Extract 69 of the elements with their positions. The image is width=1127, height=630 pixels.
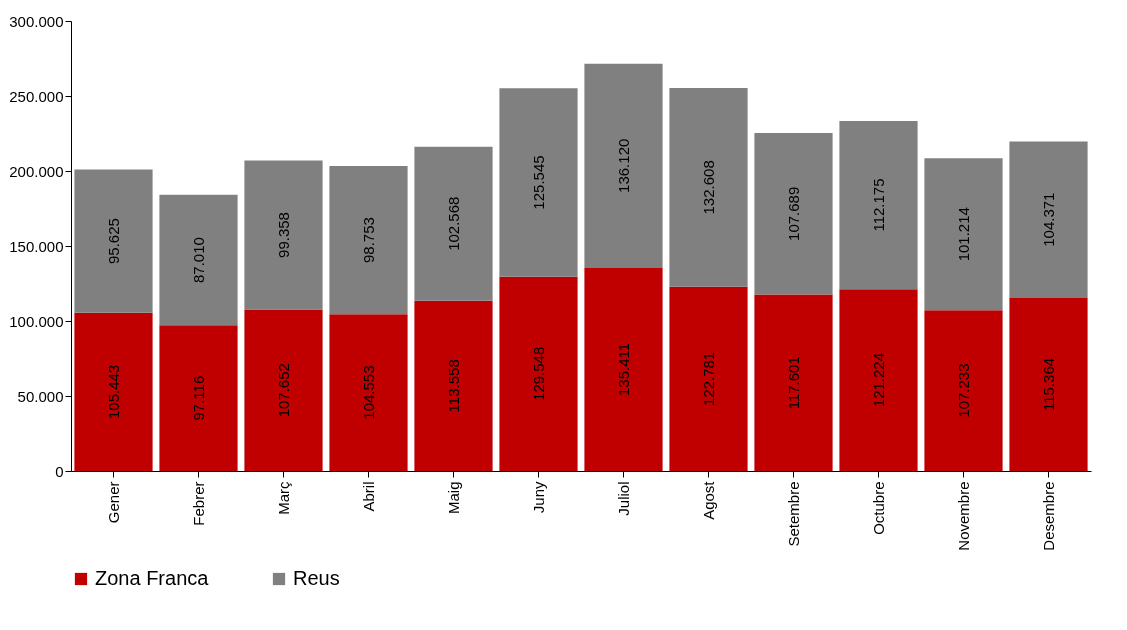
- legend-label: Reus: [293, 567, 340, 589]
- y-tick-label: 50.000: [17, 387, 64, 405]
- data-label: 113.558: [444, 359, 462, 413]
- data-label: 122.781: [699, 351, 717, 407]
- data-label: 117.601: [784, 356, 802, 410]
- data-label: 97.116: [189, 375, 207, 421]
- bar: [244, 309, 323, 471]
- x-tick-label: Agost: [699, 480, 717, 520]
- bar: [669, 87, 748, 287]
- bar: [839, 289, 918, 471]
- bar: [74, 312, 153, 471]
- y-tick-label: 0: [55, 462, 64, 480]
- bar: [159, 194, 238, 326]
- y-tick-label: 150.000: [9, 237, 64, 255]
- bar: [924, 158, 1003, 311]
- data-label: 102.568: [444, 196, 462, 251]
- x-tick-label: Abril: [359, 481, 377, 512]
- legend-label: Zona Franca: [95, 567, 210, 589]
- x-tick-label: Octubre: [869, 481, 887, 535]
- bar: [1009, 297, 1088, 471]
- data-label: 107.689: [784, 186, 802, 241]
- bar: [584, 267, 663, 471]
- x-tick-label: Gener: [104, 481, 122, 524]
- bar: [244, 160, 323, 310]
- bar: [754, 294, 833, 471]
- data-label: 121.224: [869, 352, 887, 408]
- x-tick-label: Març: [274, 481, 292, 515]
- y-tick-label: 100.000: [9, 312, 64, 330]
- bar: [584, 63, 663, 268]
- y-tick-label: 250.000: [9, 87, 64, 105]
- bar: [669, 286, 748, 471]
- x-tick-label: Juliol: [614, 481, 632, 516]
- data-label: 104.553: [359, 365, 377, 420]
- x-tick-label: Febrer: [189, 481, 207, 526]
- bar: [754, 133, 833, 295]
- bar: [74, 169, 153, 313]
- bar: [924, 310, 1003, 471]
- bar: [499, 276, 578, 471]
- bar: [159, 325, 238, 471]
- data-label: 105.443: [104, 364, 122, 420]
- data-label: 129.548: [529, 346, 547, 401]
- data-label: 132.608: [699, 160, 717, 215]
- data-label: 107.652: [274, 363, 292, 418]
- y-tick-label: 200.000: [9, 162, 64, 180]
- data-label: 125.545: [529, 155, 547, 210]
- bar: [329, 166, 408, 315]
- bar: [499, 88, 578, 277]
- bar: [1009, 141, 1088, 298]
- bar: [329, 314, 408, 471]
- data-label: 95.625: [104, 218, 122, 265]
- data-label: 101.214: [954, 207, 972, 262]
- data-label: 104.371: [1039, 192, 1057, 247]
- data-label: 112.175: [869, 178, 887, 232]
- data-label: 98.753: [359, 217, 377, 264]
- y-tick-label: 300.000: [9, 12, 64, 30]
- data-label: 136.120: [614, 138, 632, 193]
- bar: [414, 300, 493, 471]
- x-tick-label: Maig: [444, 481, 462, 515]
- x-tick-label: Novembre: [954, 481, 972, 551]
- x-tick-label: Setembre: [784, 481, 802, 547]
- bar: [414, 146, 493, 301]
- data-label: 99.358: [274, 212, 292, 258]
- data-label: 87.010: [189, 237, 207, 284]
- data-label: 115.364: [1039, 357, 1057, 412]
- data-label: 135.411: [614, 342, 632, 396]
- data-label: 107.233: [954, 363, 972, 418]
- bar: [839, 120, 918, 290]
- x-tick-label: Juny: [529, 481, 547, 514]
- x-tick-label: Desembre: [1039, 481, 1057, 551]
